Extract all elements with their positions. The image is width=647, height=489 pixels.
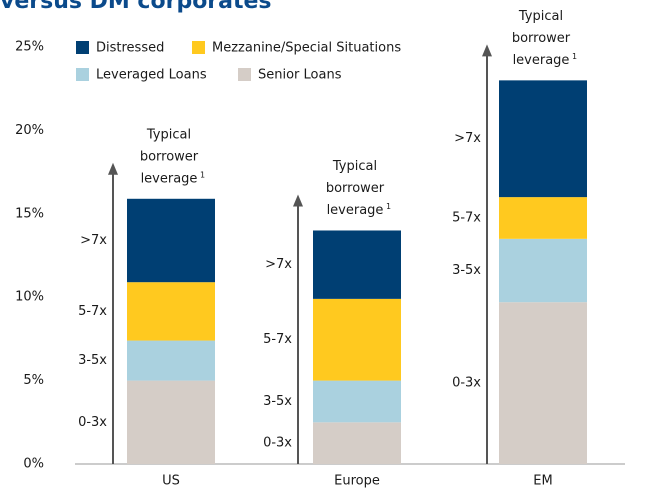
leverage-label: >7x: [80, 233, 107, 248]
annotation-note: 1: [386, 202, 391, 211]
y-tick-label: 20%: [15, 123, 44, 138]
annotation-line: Typical: [518, 9, 563, 24]
bar-segment: [127, 340, 215, 381]
x-tick-label: Europe: [334, 474, 380, 489]
x-tick-label: EM: [533, 474, 552, 489]
arrow-head: [293, 194, 303, 207]
leverage-label: 3-5x: [78, 353, 107, 368]
y-tick-label: 5%: [23, 373, 44, 388]
bar-segment: [499, 80, 587, 198]
legend-label: Leveraged Loans: [96, 68, 207, 83]
arrow-head: [108, 162, 118, 175]
legend-swatch: [76, 68, 89, 81]
y-tick-label: 25%: [15, 40, 44, 55]
annotation-line: Typical: [146, 127, 191, 142]
leverage-label: 3-5x: [452, 263, 481, 278]
bar-segment: [127, 380, 215, 464]
annotation-line: borrower: [326, 181, 385, 196]
legend-label: Distressed: [96, 41, 164, 56]
x-tick-label: US: [162, 474, 180, 489]
legend-swatch: [192, 41, 205, 54]
leverage-label: 0-3x: [263, 436, 292, 451]
legend-label: Mezzanine/Special Situations: [212, 41, 401, 56]
bar-segment: [499, 197, 587, 239]
legend-swatch: [76, 41, 89, 54]
leverage-label: 0-3x: [452, 376, 481, 391]
bar-segment: [499, 238, 587, 303]
arrow-head: [482, 44, 492, 57]
annotation-note: 1: [200, 170, 205, 179]
leverage-label: 5-7x: [78, 304, 107, 319]
annotation-line: leverage: [513, 53, 570, 68]
annotation-line: borrower: [512, 31, 571, 46]
annotation-line: leverage: [327, 203, 384, 218]
leverage-label: 3-5x: [263, 394, 292, 409]
annotation-line: Typical: [332, 159, 377, 174]
bar-segment: [313, 230, 401, 299]
legend-label: Senior Loans: [258, 68, 342, 83]
annotation-line: leverage: [141, 171, 198, 186]
leverage-label: 5-7x: [263, 332, 292, 347]
bar-segment: [127, 282, 215, 341]
bar-segment: [313, 380, 401, 423]
y-tick-label: 0%: [23, 457, 44, 472]
leverage-label: >7x: [454, 131, 481, 146]
bar-segment: [313, 298, 401, 381]
y-tick-label: 15%: [15, 206, 44, 221]
bar-segment: [313, 422, 401, 464]
leverage-label: 0-3x: [78, 415, 107, 430]
y-tick-label: 10%: [15, 290, 44, 305]
bar-segment: [499, 302, 587, 464]
legend-swatch: [238, 68, 251, 81]
bar-segment: [127, 198, 215, 283]
chart-title: versus DM corporates: [0, 0, 272, 14]
annotation-line: borrower: [140, 149, 199, 164]
leverage-label: 5-7x: [452, 210, 481, 225]
leverage-label: >7x: [265, 257, 292, 272]
annotation-note: 1: [572, 52, 577, 61]
